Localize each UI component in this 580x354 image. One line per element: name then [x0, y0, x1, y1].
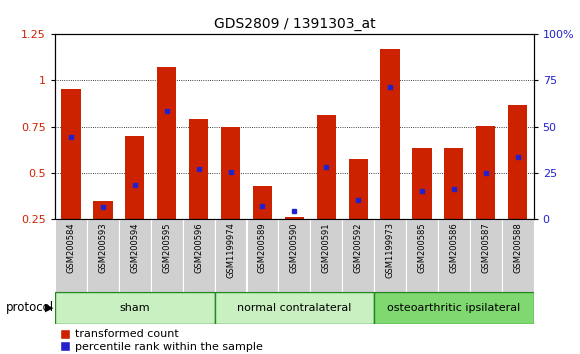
Bar: [342, 219, 374, 292]
Text: GSM200589: GSM200589: [258, 222, 267, 273]
Text: sham: sham: [119, 303, 150, 313]
Bar: [278, 219, 310, 292]
Text: GSM200591: GSM200591: [322, 222, 331, 273]
Text: GSM200584: GSM200584: [67, 222, 75, 273]
Text: GSM200596: GSM200596: [194, 222, 203, 273]
Text: GSM1199974: GSM1199974: [226, 222, 235, 278]
Text: GSM200593: GSM200593: [99, 222, 107, 273]
Text: GSM1199973: GSM1199973: [386, 222, 394, 278]
Text: GSM200587: GSM200587: [481, 222, 490, 273]
Legend: transformed count, percentile rank within the sample: transformed count, percentile rank withi…: [61, 330, 263, 352]
Bar: [151, 219, 183, 292]
Text: GSM200592: GSM200592: [354, 222, 362, 273]
Bar: [406, 219, 438, 292]
Bar: [470, 219, 502, 292]
Bar: [55, 292, 215, 324]
Bar: [508, 105, 527, 219]
Bar: [349, 159, 368, 219]
Text: GSM200585: GSM200585: [418, 222, 426, 273]
Bar: [55, 219, 87, 292]
Bar: [285, 217, 304, 219]
Bar: [157, 67, 176, 219]
Bar: [253, 186, 272, 219]
Text: GSM200588: GSM200588: [513, 222, 522, 273]
Bar: [87, 219, 119, 292]
Bar: [125, 136, 144, 219]
Text: GSM200590: GSM200590: [290, 222, 299, 273]
Bar: [246, 219, 278, 292]
Bar: [438, 219, 470, 292]
Bar: [374, 292, 534, 324]
Text: GSM200595: GSM200595: [162, 222, 171, 273]
Text: protocol: protocol: [6, 302, 54, 314]
Bar: [412, 148, 432, 219]
Bar: [61, 89, 81, 219]
Bar: [221, 127, 240, 219]
Bar: [374, 219, 406, 292]
Bar: [380, 50, 400, 219]
Bar: [119, 219, 151, 292]
Bar: [502, 219, 534, 292]
Bar: [93, 201, 113, 219]
Text: GSM200586: GSM200586: [450, 222, 458, 273]
Bar: [215, 292, 374, 324]
Text: normal contralateral: normal contralateral: [237, 303, 351, 313]
Text: osteoarthritic ipsilateral: osteoarthritic ipsilateral: [387, 303, 520, 313]
Bar: [215, 219, 246, 292]
Text: GSM200594: GSM200594: [130, 222, 139, 273]
Bar: [183, 219, 215, 292]
Bar: [189, 119, 208, 219]
Bar: [476, 126, 495, 219]
Bar: [310, 219, 342, 292]
Bar: [444, 148, 463, 219]
Title: GDS2809 / 1391303_at: GDS2809 / 1391303_at: [213, 17, 375, 31]
Text: ▶: ▶: [45, 303, 54, 313]
Bar: [317, 115, 336, 219]
